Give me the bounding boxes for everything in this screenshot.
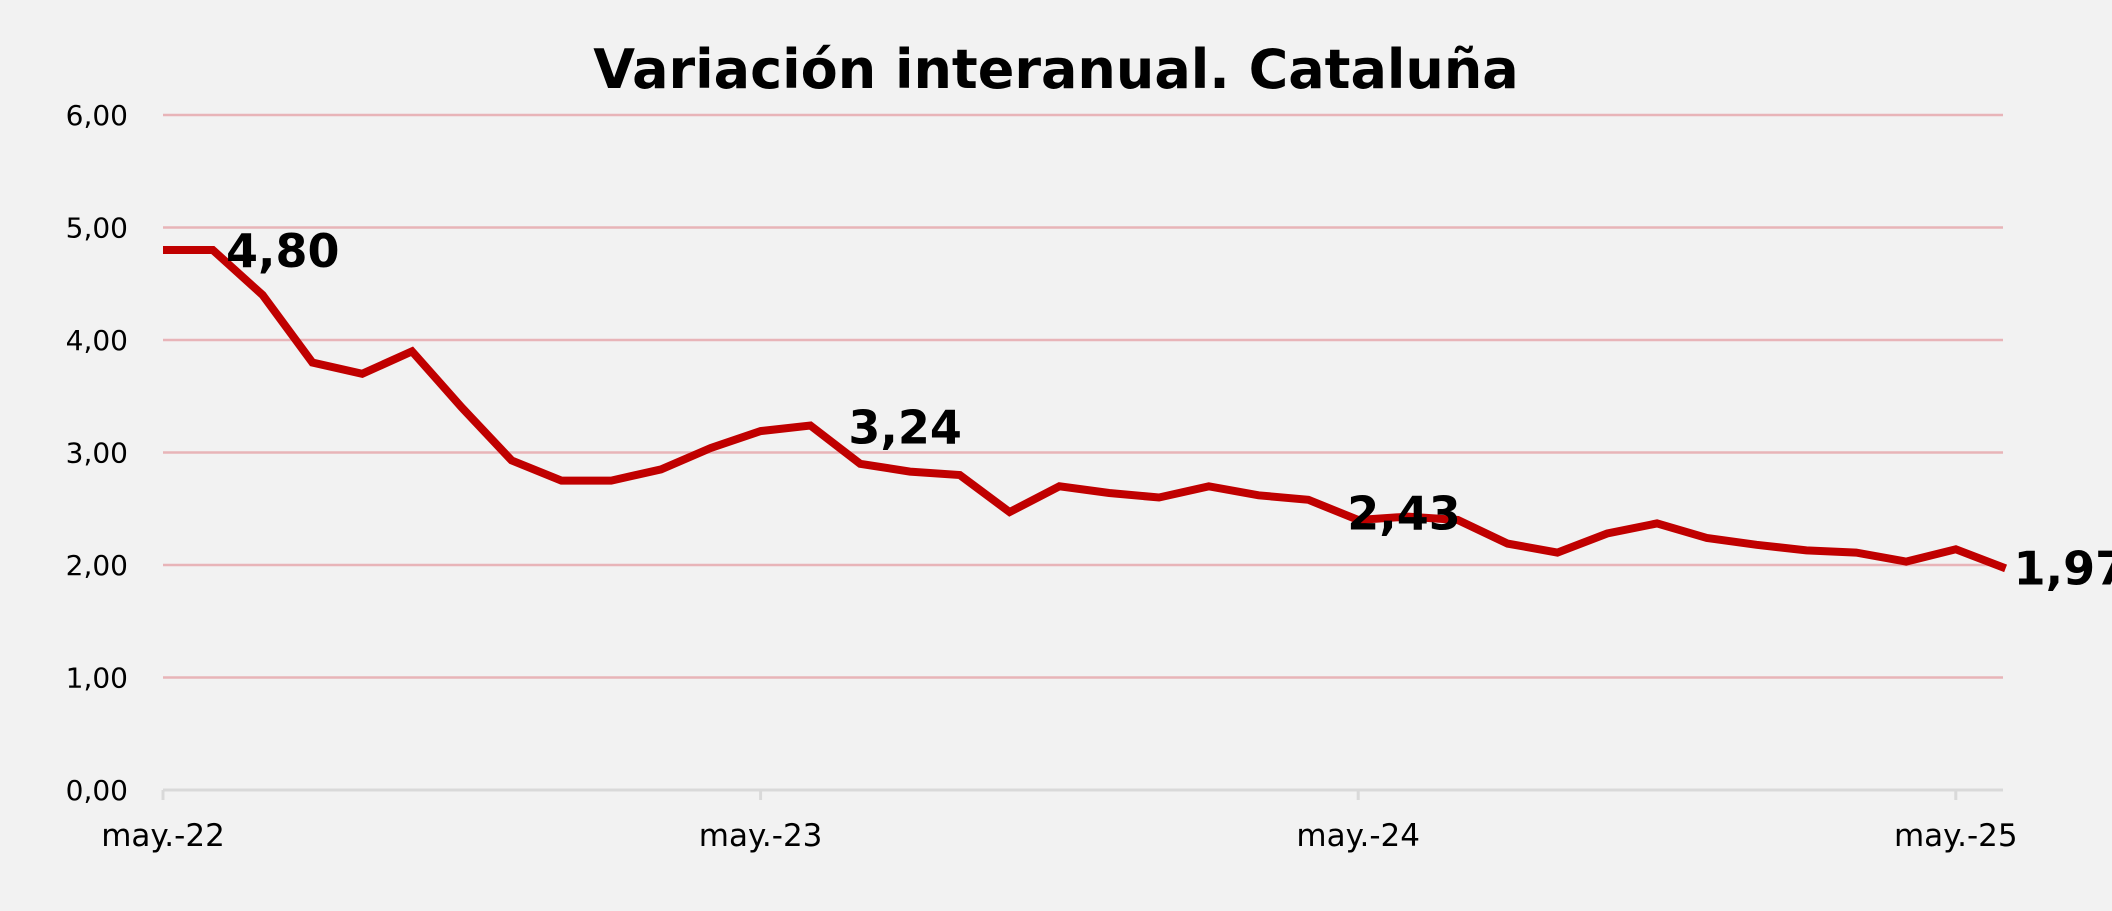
data-label: 4,80 [226, 224, 340, 278]
x-axis: may.-22 may.-23 may.-24 may.-25 [101, 788, 2018, 854]
y-tick-label: 1,00 [66, 662, 128, 695]
y-tick-label: 0,00 [66, 774, 128, 807]
data-label: 1,97 [2014, 541, 2112, 595]
y-axis-ticks: 0,00 1,00 2,00 3,00 4,00 5,00 6,00 [66, 99, 128, 807]
x-tick-label: may.-24 [1296, 818, 1420, 854]
x-tick-label: may.-25 [1894, 818, 2018, 854]
data-label: 2,43 [1347, 487, 1461, 541]
y-tick-label: 5,00 [66, 212, 128, 245]
data-labels: 4,80 3,24 2,43 1,97 [226, 224, 2112, 595]
x-tick-label: may.-22 [101, 818, 225, 854]
x-tick-label: may.-23 [699, 818, 823, 854]
y-tick-label: 2,00 [66, 549, 128, 582]
y-tick-label: 3,00 [66, 437, 128, 470]
data-label: 3,24 [848, 401, 962, 455]
y-tick-label: 6,00 [66, 99, 128, 132]
chart-title: Variación interanual. Cataluña [593, 38, 1519, 101]
y-tick-label: 4,00 [66, 324, 128, 357]
series-layer [163, 246, 2008, 573]
series-line-0 [163, 246, 2008, 573]
grid-lines [163, 113, 2003, 679]
